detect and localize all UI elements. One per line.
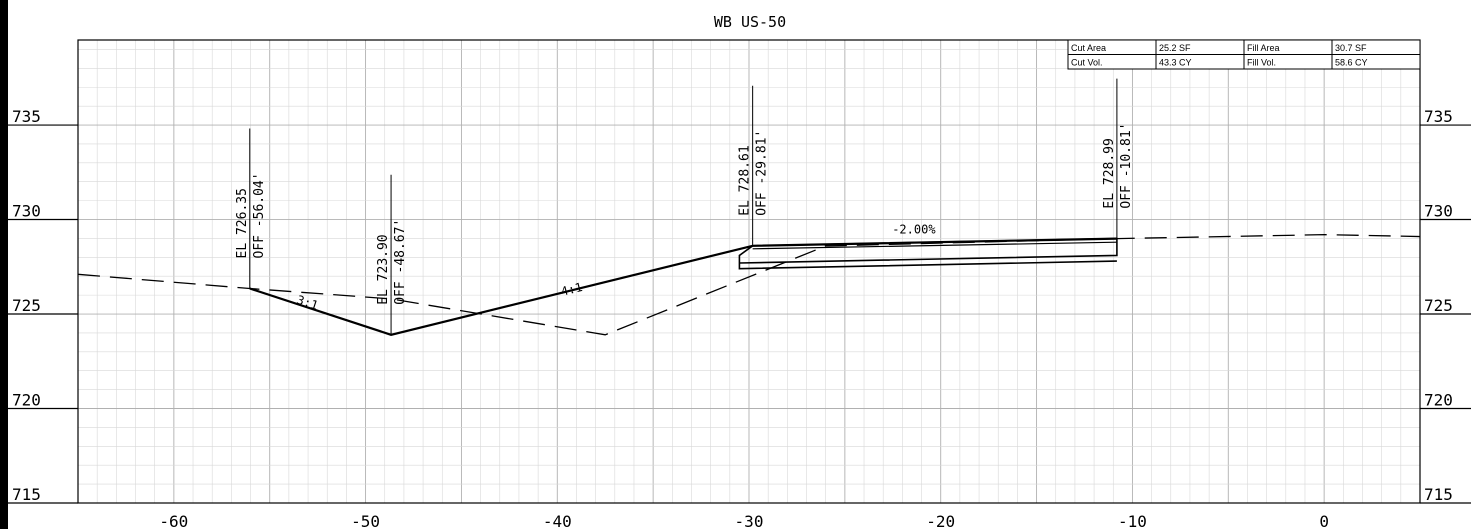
x-tick-label: -40 [543, 512, 572, 529]
slope-label: -2.00% [892, 223, 936, 237]
x-tick-label: -20 [926, 512, 955, 529]
callout-offset: OFF -29.81' [755, 130, 770, 216]
slope-labels: 3:1 4:1 -2.00% [295, 223, 936, 313]
x-tick-label: -30 [735, 512, 764, 529]
cut-area-value: 25.2 SF [1159, 43, 1191, 53]
x-tick-label: 0 [1319, 512, 1329, 529]
callout-elevation: EL 723.90 [376, 234, 391, 304]
x-tick-label: -60 [159, 512, 188, 529]
cut-area-label: Cut Area [1071, 43, 1106, 53]
callout-elevation: EL 728.99 [1102, 138, 1117, 208]
slope-label: 3:1 [295, 293, 320, 313]
y-tick-label-left: 725 [12, 296, 41, 315]
cut-vol-value: 43.3 CY [1159, 58, 1192, 68]
fill-area-value: 30.7 SF [1335, 43, 1367, 53]
callout-elevation: EL 728.61 [738, 145, 753, 215]
section-title: WB US-50 [714, 13, 786, 31]
existing-ground-line [77, 233, 1421, 336]
cut-vol-label: Cut Vol. [1071, 58, 1103, 68]
station-callouts: EL 726.35 OFF -56.04' EL 723.90 OFF -48.67'… [235, 78, 1134, 335]
y-tick-label-right: 730 [1424, 202, 1453, 221]
slope-label: 4:1 [559, 280, 583, 299]
pavement-layer-line [752, 241, 1117, 250]
y-tick-label-left: 730 [12, 202, 41, 221]
fill-vol-value: 58.6 CY [1335, 58, 1368, 68]
y-tick-label-right: 735 [1424, 107, 1453, 126]
y-tick-label-left: 735 [12, 107, 41, 126]
y-tick-label-right: 725 [1424, 296, 1453, 315]
fill-area-label: Fill Area [1247, 43, 1280, 53]
y-tick-label-left: 715 [12, 485, 41, 504]
y-tick-label-left: 720 [12, 391, 41, 410]
plot-frame [77, 39, 1421, 504]
y-tick-label-right: 720 [1424, 391, 1453, 410]
fill-vol-label: Fill Vol. [1247, 58, 1276, 68]
callout-offset: OFF -56.04' [252, 172, 267, 258]
x-tick-label: -50 [351, 512, 380, 529]
axis-labels: 735 735 730 730 725 725 720 720 715 715 -60 -50 -40 -… [8, 107, 1471, 529]
existing-ground-polyline [77, 233, 1421, 336]
y-tick-label-right: 715 [1424, 485, 1453, 504]
sheet-border-left [0, 0, 8, 529]
callout-elevation: EL 726.35 [235, 188, 250, 258]
callout-offset: OFF -10.81' [1119, 123, 1134, 209]
x-tick-label: -10 [1118, 512, 1147, 529]
quantity-table: Cut Area 25.2 SF Fill Area 30.7 SF Cut V… [1067, 39, 1421, 70]
callout-offset: OFF -48.67' [393, 219, 408, 305]
